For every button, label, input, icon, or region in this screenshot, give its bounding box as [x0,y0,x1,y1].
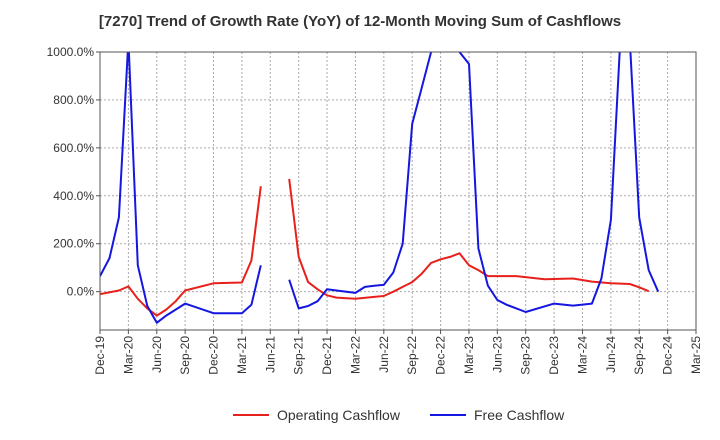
x-tick-label: Jun-24 [604,336,618,373]
x-tick-label: Mar-21 [235,336,249,374]
line-segment-free-cashflow [288,52,660,313]
legend-item-operating-cashflow: Operating Cashflow [233,404,400,426]
x-tick-label: Mar-22 [348,336,362,374]
x-tick-label: Dec-19 [93,336,107,375]
x-tick-label: Mar-25 [689,336,703,374]
x-tick-label: Jun-23 [490,336,504,373]
legend-label-free-cashflow: Free Cashflow [474,407,565,423]
x-tick-label: Sep-21 [292,336,306,375]
chart-title: [7270] Trend of Growth Rate (YoY) of 12-… [98,13,622,30]
x-tick-label: Mar-24 [575,336,589,374]
y-tick-label: 400.0% [53,189,94,203]
x-tick-label: Dec-24 [661,336,675,375]
x-tick-label: Dec-21 [320,336,334,375]
y-tick-label: 1000.0% [47,45,95,59]
x-tick-label: Jun-21 [263,336,277,373]
y-tick-label: 800.0% [53,93,94,107]
y-tick-label: 200.0% [53,237,94,251]
x-tick-label: Dec-22 [434,336,448,375]
series-lines [100,52,660,324]
line-segment-free-cashflow [100,52,262,324]
legend-item-free-cashflow: Free Cashflow [430,404,564,426]
series-operating-cashflow [100,178,650,317]
x-axis-ticks: Dec-19 Mar-20 Jun-20 Sep-20 Dec-20 Mar-21 Jun-… [93,330,703,375]
legend-swatch-free-cashflow [430,414,466,416]
x-tick-label: Sep-20 [178,336,192,375]
plot-border [99,51,697,331]
x-tick-label: Dec-20 [207,336,221,375]
x-tick-label: Dec-23 [547,336,561,375]
x-tick-label: Sep-24 [632,336,646,375]
y-axis-ticks: 0.0% 200.0% 400.0% 600.0% 800.0% 1000.0% [47,45,100,299]
plot-area [100,52,696,330]
y-tick-label: 600.0% [53,141,94,155]
legend-swatch-operating-cashflow [233,414,269,416]
y-tick-label: 0.0% [67,285,95,299]
line-segment-operating-cashflow [288,178,650,300]
x-tick-label: Mar-20 [121,336,135,374]
x-tick-label: Sep-23 [519,336,533,375]
x-tick-label: Jun-20 [150,336,164,373]
x-tick-label: Jun-22 [377,336,391,373]
x-tick-label: Mar-23 [462,336,476,374]
legend: Operating Cashflow Free Cashflow [0,404,720,426]
x-tick-label: Sep-22 [405,336,419,375]
series-free-cashflow [100,52,660,324]
legend-label-operating-cashflow: Operating Cashflow [277,407,400,423]
line-segment-operating-cashflow [100,186,262,317]
